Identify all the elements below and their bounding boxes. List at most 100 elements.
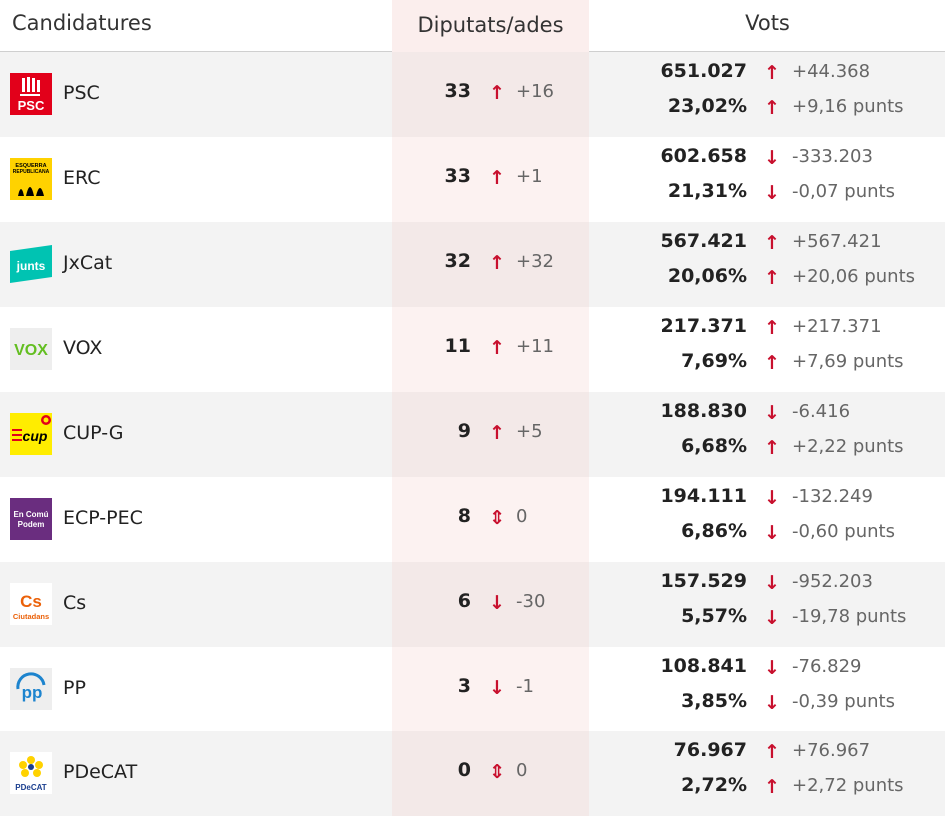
arrow-down-icon: ↓ bbox=[764, 182, 780, 204]
arrow-down-icon: ↓ bbox=[764, 572, 780, 594]
table-row: En Comú Podem ECP-PEC 8 ⇕ 0 194.111 ↓ -1… bbox=[0, 477, 945, 562]
ecp-logo-line1: En Comú bbox=[13, 510, 48, 519]
seats-diff: +1 bbox=[516, 166, 543, 187]
table-row: PSC PSC 33 ↑ +16 651.027 ↑ +44.368 23,02… bbox=[0, 52, 945, 137]
percent-diff: +7,69 punts bbox=[792, 351, 904, 372]
junts-logo-graphic: junts bbox=[10, 245, 52, 283]
arrow-down-icon: ↓ bbox=[764, 607, 780, 629]
votes-diff: -76.829 bbox=[792, 656, 862, 677]
percent-diff: -0,07 punts bbox=[792, 181, 895, 202]
votes-value: 188.830 bbox=[660, 400, 747, 422]
arrow-down-icon: ↓ bbox=[489, 677, 505, 699]
arrow-up-icon: ↑ bbox=[489, 167, 505, 189]
seats-value: 33 bbox=[444, 80, 471, 102]
psc-logo-graphic: PSC bbox=[10, 73, 52, 115]
votes-diff: -333.203 bbox=[792, 146, 873, 167]
party-name: ERC bbox=[63, 167, 101, 189]
votes-diff: +567.421 bbox=[792, 231, 882, 252]
pdecat-logo: PDeCAT bbox=[10, 752, 52, 794]
arrow-up-icon: ↑ bbox=[764, 267, 780, 289]
party-name: PP bbox=[63, 677, 86, 699]
arrow-up-icon: ↑ bbox=[764, 776, 780, 798]
seats-diff: -1 bbox=[516, 676, 534, 697]
svg-text:PSC: PSC bbox=[18, 98, 45, 113]
party-name: CUP-G bbox=[63, 422, 124, 444]
vox-logo-text: VOX bbox=[14, 342, 48, 359]
arrow-up-icon: ↑ bbox=[489, 337, 505, 359]
cs-logo-graphic: Cs Ciutadans bbox=[10, 583, 52, 625]
arrow-down-icon: ↓ bbox=[489, 592, 505, 614]
votes-value: 194.111 bbox=[660, 485, 747, 507]
psc-logo: PSC bbox=[10, 73, 52, 115]
arrow-up-icon: ↑ bbox=[764, 317, 780, 339]
percent-diff: -0,39 punts bbox=[792, 691, 895, 712]
seats-value: 6 bbox=[457, 590, 471, 612]
table-row: ESQUERRA REPUBLICANA ERC 33 ↑ +1 602.658… bbox=[0, 137, 945, 222]
arrow-up-icon: ↑ bbox=[764, 232, 780, 254]
erc-logo: ESQUERRA REPUBLICANA bbox=[10, 158, 52, 200]
erc-logo-line1: ESQUERRA bbox=[15, 163, 46, 169]
ecp-logo: En Comú Podem bbox=[10, 498, 52, 540]
party-name: PDeCAT bbox=[63, 761, 138, 783]
cup-logo: cup bbox=[10, 413, 52, 455]
votes-value: 567.421 bbox=[660, 230, 747, 252]
cs-logo-line1: Cs bbox=[20, 592, 42, 611]
votes-value: 602.658 bbox=[660, 145, 747, 167]
pdecat-logo-graphic: PDeCAT bbox=[10, 752, 52, 794]
table-row: Cs Ciutadans Cs 6 ↓ -30 157.529 ↓ -952.2… bbox=[0, 562, 945, 647]
votes-value: 76.967 bbox=[673, 739, 747, 761]
vox-logo-graphic: VOX bbox=[10, 328, 52, 370]
percent-value: 7,69% bbox=[681, 350, 747, 372]
arrow-down-icon: ↓ bbox=[764, 522, 780, 544]
percent-value: 21,31% bbox=[667, 180, 747, 202]
percent-diff: +9,16 punts bbox=[792, 96, 904, 117]
seats-diff: 0 bbox=[516, 506, 528, 527]
junts-logo-text: junts bbox=[16, 259, 46, 273]
seats-value: 3 bbox=[457, 675, 471, 697]
pp-logo-graphic: pp bbox=[10, 668, 52, 710]
arrow-down-icon: ↓ bbox=[764, 692, 780, 714]
table-row: cup CUP-G 9 ↑ +5 188.830 ↓ -6.416 6,68% … bbox=[0, 392, 945, 477]
pp-logo: pp bbox=[10, 668, 52, 710]
votes-value: 108.841 bbox=[660, 655, 747, 677]
seats-value: 0 bbox=[457, 759, 471, 781]
junts-logo: junts bbox=[10, 243, 52, 285]
arrow-equal-icon: ⇕ bbox=[489, 761, 505, 783]
percent-diff: -0,60 punts bbox=[792, 521, 895, 542]
ecp-logo-graphic: En Comú Podem bbox=[10, 498, 52, 540]
cup-logo-graphic: cup bbox=[10, 413, 52, 455]
arrow-down-icon: ↓ bbox=[764, 657, 780, 679]
votes-diff: +76.967 bbox=[792, 740, 871, 761]
table-header: Candidatures Diputats/ades Vots bbox=[0, 0, 945, 52]
cup-logo-text: cup bbox=[23, 428, 48, 444]
seats-diff: 0 bbox=[516, 760, 528, 781]
seats-value: 33 bbox=[444, 165, 471, 187]
seats-diff: -30 bbox=[516, 591, 546, 612]
seats-diff: +11 bbox=[516, 336, 554, 357]
arrow-up-icon: ↑ bbox=[764, 62, 780, 84]
votes-value: 217.371 bbox=[660, 315, 747, 337]
seats-value: 32 bbox=[444, 250, 471, 272]
table-row: pp PP 3 ↓ -1 108.841 ↓ -76.829 3,85% ↓ -… bbox=[0, 647, 945, 732]
votes-diff: -132.249 bbox=[792, 486, 873, 507]
cs-logo: Cs Ciutadans bbox=[10, 583, 52, 625]
party-name: VOX bbox=[63, 337, 103, 359]
arrow-up-icon: ↑ bbox=[489, 252, 505, 274]
arrow-down-icon: ↓ bbox=[764, 487, 780, 509]
ecp-logo-line2: Podem bbox=[18, 520, 45, 529]
seats-value: 11 bbox=[444, 335, 471, 357]
seats-diff: +32 bbox=[516, 251, 554, 272]
votes-value: 157.529 bbox=[660, 570, 747, 592]
table-row: PDeCAT PDeCAT 0 ⇕ 0 76.967 ↑ +76.967 2,7… bbox=[0, 731, 945, 816]
arrow-up-icon: ↑ bbox=[489, 422, 505, 444]
party-name: JxCat bbox=[63, 252, 113, 274]
votes-diff: +44.368 bbox=[792, 61, 871, 82]
percent-value: 5,57% bbox=[681, 605, 747, 627]
votes-diff: -952.203 bbox=[792, 571, 873, 592]
table-row: VOX VOX 11 ↑ +11 217.371 ↑ +217.371 7,69… bbox=[0, 307, 945, 392]
arrow-down-icon: ↓ bbox=[764, 402, 780, 424]
votes-diff: +217.371 bbox=[792, 316, 882, 337]
percent-diff: +2,72 punts bbox=[792, 775, 904, 796]
votes-value: 651.027 bbox=[660, 60, 747, 82]
